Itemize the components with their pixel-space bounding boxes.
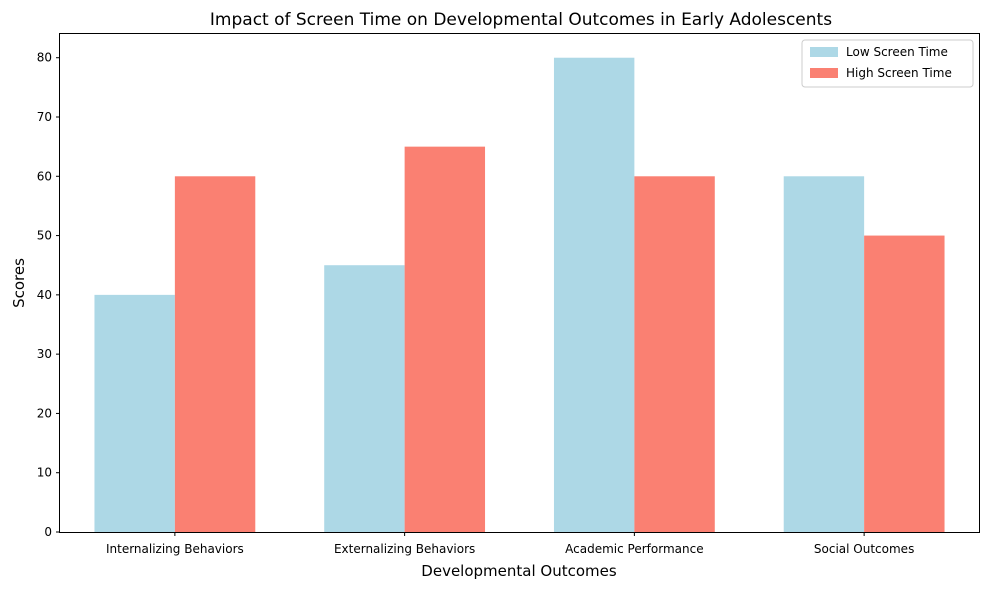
y-tick-label: 60 bbox=[37, 169, 52, 183]
y-tick-label: 40 bbox=[37, 288, 52, 302]
bar-high-1 bbox=[404, 146, 486, 532]
bar-low-3 bbox=[783, 176, 865, 533]
bar-low-0 bbox=[94, 294, 175, 532]
legend-label-high: High Screen Time bbox=[846, 66, 952, 80]
x-tick-label: Social Outcomes bbox=[814, 542, 914, 556]
y-tick-label: 0 bbox=[44, 525, 52, 539]
y-tick-label: 70 bbox=[37, 110, 52, 124]
legend: Low Screen Time High Screen Time bbox=[801, 39, 974, 88]
y-tick-label: 80 bbox=[37, 51, 52, 65]
bar-high-2 bbox=[634, 176, 715, 533]
chart-title: Impact of Screen Time on Developmental O… bbox=[210, 10, 832, 30]
y-tick-label: 50 bbox=[37, 229, 52, 243]
bar-low-2 bbox=[553, 57, 635, 532]
x-tick-label: Internalizing Behaviors bbox=[106, 542, 244, 556]
legend-swatch-low bbox=[810, 47, 838, 57]
legend-box bbox=[801, 39, 974, 88]
legend-swatch-high bbox=[810, 68, 838, 78]
x-axis-label: Developmental Outcomes bbox=[421, 562, 617, 580]
y-tick-label: 30 bbox=[37, 347, 52, 361]
bar-high-3 bbox=[864, 235, 945, 533]
bar-high-0 bbox=[174, 176, 256, 533]
legend-label-low: Low Screen Time bbox=[846, 45, 948, 59]
y-tick-label: 10 bbox=[37, 466, 52, 480]
y-axis: 0 10 20 30 40 50 60 70 80 bbox=[37, 51, 60, 539]
y-axis-label: Scores bbox=[10, 258, 28, 308]
x-tick-label: Academic Performance bbox=[565, 542, 703, 556]
y-tick-label: 20 bbox=[37, 406, 52, 420]
x-axis: Internalizing Behaviors Externalizing Beh… bbox=[106, 532, 914, 556]
bar-low-1 bbox=[324, 265, 405, 532]
x-tick-label: Externalizing Behaviors bbox=[334, 542, 475, 556]
plot-frame bbox=[59, 33, 980, 533]
bars-group bbox=[94, 57, 945, 533]
